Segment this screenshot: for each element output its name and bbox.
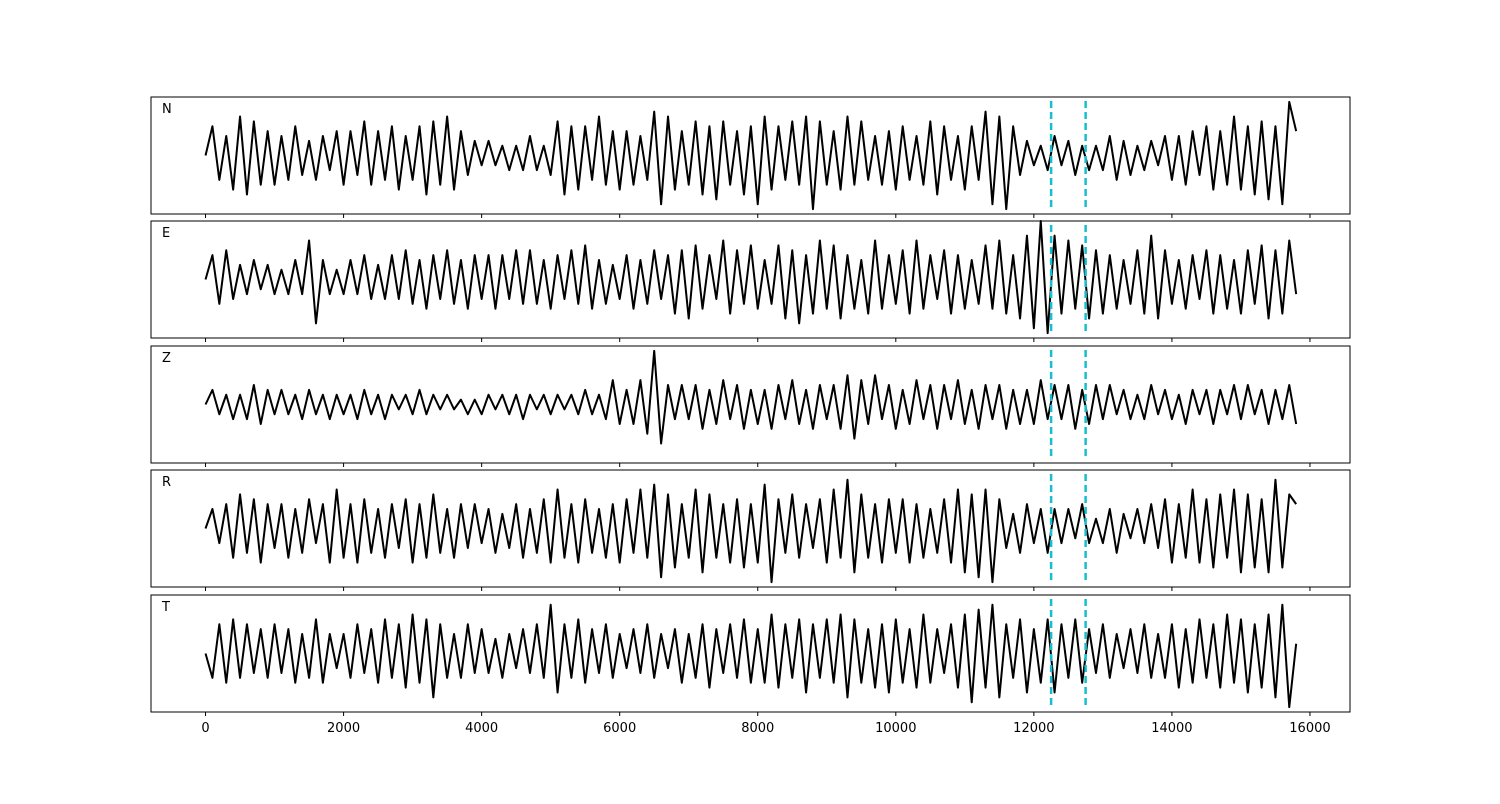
x-tick-label: 8000	[741, 721, 774, 736]
panel-frame	[150, 220, 1351, 339]
panel-frame	[150, 469, 1351, 588]
trace	[204, 603, 1298, 709]
x-tick-label: 12000	[1013, 721, 1054, 736]
panel-frame	[150, 96, 1351, 215]
panel-label: E	[162, 226, 170, 241]
panel-label: N	[162, 102, 172, 117]
trace	[204, 349, 1298, 445]
x-tick-label: 6000	[603, 721, 636, 736]
panel-label: T	[161, 600, 170, 615]
trace	[204, 220, 1298, 335]
panel-frame	[150, 594, 1351, 713]
x-tick-label: 2000	[327, 721, 360, 736]
x-tick-label: 4000	[465, 721, 498, 736]
panel-frame	[150, 345, 1351, 464]
trace	[204, 478, 1297, 584]
x-tick-label: 16000	[1289, 721, 1330, 736]
trace	[204, 100, 1298, 211]
x-tick-label: 10000	[875, 721, 916, 736]
x-tick-label: 0	[201, 721, 209, 736]
panel-label: Z	[162, 351, 171, 366]
x-tick-label: 14000	[1151, 721, 1192, 736]
panel-label: R	[162, 475, 171, 490]
